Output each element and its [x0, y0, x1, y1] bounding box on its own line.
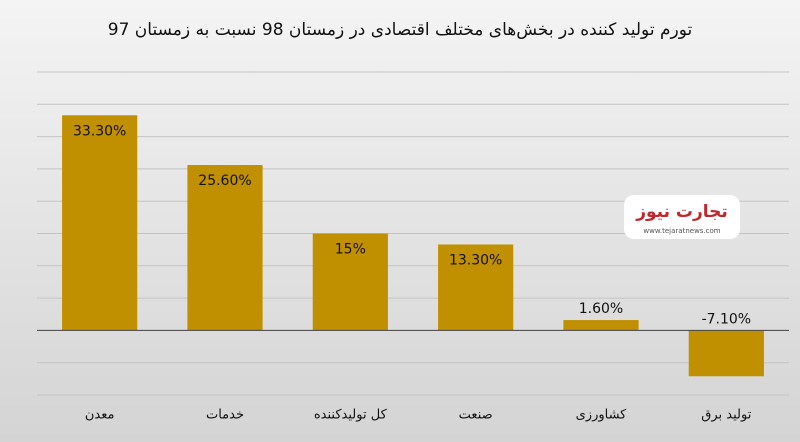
bar	[62, 115, 138, 331]
bar	[563, 320, 639, 331]
x-tick-label: معدن	[85, 408, 115, 423]
chart-title: تورم تولید کننده در بخش‌های مختلف اقتصاد…	[108, 20, 693, 40]
bar	[688, 330, 764, 377]
bar	[438, 244, 514, 331]
value-label: 1.60%	[579, 301, 623, 317]
logo-url: www.tejaratnews.com	[643, 227, 720, 235]
logo-box	[624, 195, 740, 239]
value-label: 15%	[335, 242, 366, 258]
x-tick-label: خدمات	[206, 408, 244, 423]
x-tick-label: صنعت	[459, 408, 493, 423]
bar	[187, 165, 263, 331]
value-label: 25.60%	[198, 173, 251, 189]
x-tick-label: کشاورزی	[576, 408, 628, 423]
watermark: تجارت نیوز www.tejaratnews.com	[624, 195, 740, 239]
value-label: 13.30%	[449, 252, 502, 268]
value-label: -7.10%	[702, 311, 752, 327]
bar	[312, 233, 388, 331]
logo-text: تجارت نیوز	[635, 202, 728, 222]
x-tick-label: کل تولیدکننده	[314, 408, 388, 423]
x-tick-label: تولید برق	[701, 408, 751, 423]
value-label: 33.30%	[73, 123, 126, 139]
